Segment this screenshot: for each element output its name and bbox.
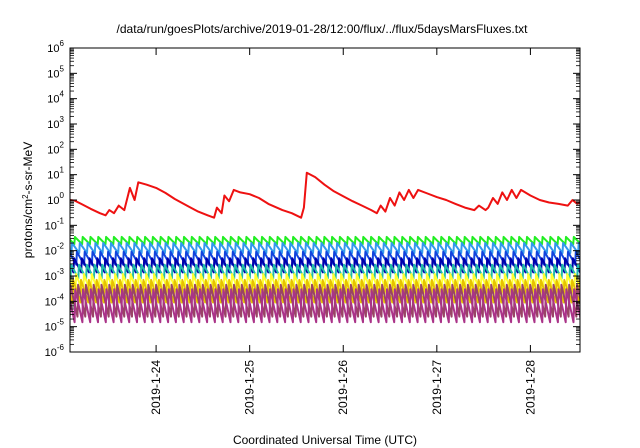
x-axis: 2019-1-24 2019-1-25 2019-1-26 2019-1-27 2019… — [149, 48, 537, 415]
series-line-5 — [70, 257, 580, 274]
y-axis-label: protons/cm2-s-sr-MeV — [21, 142, 36, 258]
y-tick-label-exponent: 1 — [60, 166, 65, 175]
y-tick-label: 102 — [47, 140, 64, 156]
y-tick-label-base: 10 — [45, 347, 57, 359]
y-tick-label-base: 10 — [45, 246, 57, 258]
y-tick-label: 103 — [47, 115, 64, 131]
series-line-1 — [70, 171, 580, 219]
x-tick-label: 2019-1-25 — [243, 360, 257, 415]
chart-title: /data/run/goesPlots/archive/2019-01-28/1… — [117, 22, 529, 36]
y-axis-label-text: protons/cm — [21, 199, 35, 258]
series-line-6 — [70, 263, 580, 280]
y-tick-label: 10-4 — [45, 292, 65, 308]
series-line-3 — [70, 242, 580, 255]
series-line-2 — [70, 235, 580, 246]
y-tick-label: 10-3 — [45, 267, 65, 283]
y-tick-label-base: 10 — [47, 144, 59, 156]
x-axis-label: Coordinated Universal Time (UTC) — [233, 433, 417, 447]
y-axis-label-unit: -s-sr-MeV — [21, 142, 35, 195]
y-tick-label-base: 10 — [47, 170, 59, 182]
y-tick-label: 10-6 — [45, 343, 65, 359]
series-layer — [70, 171, 580, 324]
y-tick-label: 104 — [47, 90, 64, 106]
y-tick-label-base: 10 — [47, 68, 59, 80]
y-tick-label: 100 — [47, 191, 64, 207]
y-tick-label-base: 10 — [47, 195, 59, 207]
y-tick-label-exponent: 6 — [60, 39, 65, 48]
series-line-8 — [70, 278, 580, 304]
y-tick-label: 10-2 — [45, 242, 65, 258]
series-line-4 — [70, 250, 580, 266]
y-tick-label-base: 10 — [45, 296, 57, 308]
y-tick-label-exponent: -5 — [57, 318, 65, 327]
series-line-10 — [70, 288, 580, 324]
y-tick-label-exponent: -3 — [57, 267, 65, 276]
y-tick-label-base: 10 — [47, 43, 59, 55]
x-tick-label: 2019-1-26 — [336, 360, 350, 415]
x-tick-label: 2019-1-24 — [149, 360, 163, 415]
plot-area — [69, 47, 581, 353]
y-tick-label-exponent: 2 — [60, 140, 65, 149]
y-tick-label-exponent: 0 — [60, 191, 65, 200]
y-tick-label-base: 10 — [45, 271, 57, 283]
y-tick-label-exponent: -6 — [57, 343, 65, 352]
y-tick-label: 106 — [47, 39, 64, 55]
y-tick-label: 10-5 — [45, 318, 65, 334]
y-tick-label-exponent: -1 — [57, 216, 65, 225]
y-tick-label-exponent: -4 — [57, 292, 65, 301]
y-tick-label-base: 10 — [45, 220, 57, 232]
y-tick-label-exponent: -2 — [57, 242, 65, 251]
y-tick-label-exponent: 3 — [60, 115, 65, 124]
y-tick-label: 101 — [47, 166, 64, 182]
y-tick-label: 10-1 — [45, 216, 65, 232]
y-tick-label: 105 — [47, 64, 64, 80]
y-axis-label-exponent: 2 — [21, 194, 30, 199]
y-tick-label-exponent: 4 — [60, 90, 65, 99]
y-tick-label-exponent: 5 — [60, 64, 65, 73]
y-tick-label-base: 10 — [47, 119, 59, 131]
x-tick-label: 2019-1-28 — [523, 360, 537, 415]
y-tick-label-base: 10 — [45, 322, 57, 334]
x-tick-label: 2019-1-27 — [430, 360, 444, 415]
y-tick-label-base: 10 — [47, 94, 59, 106]
y-axis: 10-610-510-410-310-210-11001011021031041… — [45, 39, 580, 359]
